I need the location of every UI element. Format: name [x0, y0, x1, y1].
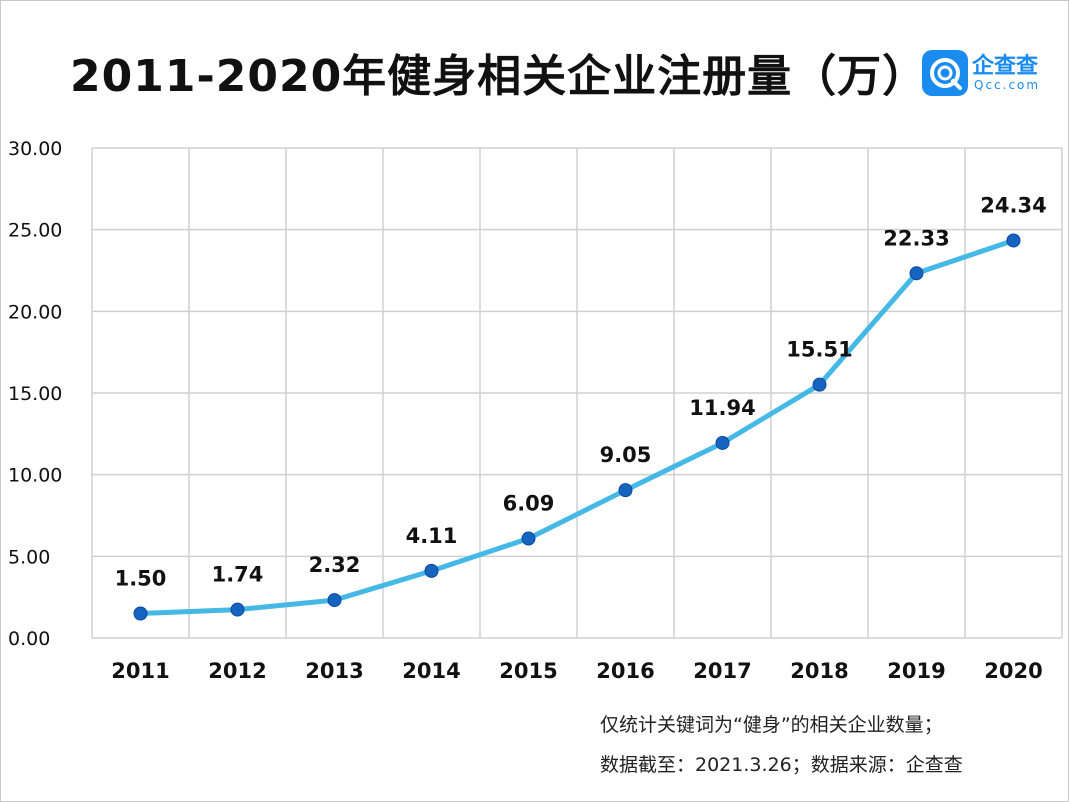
series-polyline [138, 237, 1016, 616]
grid-lines [91, 147, 1063, 639]
y-tick-label: 30.00 [8, 138, 62, 160]
x-tick-label: 2013 [305, 659, 363, 683]
data-labels: 1.50 1.74 2.32 4.11 6.09 9.05 11.94 15.51 22.33 2… [115, 193, 1047, 590]
data-label: 4.11 [406, 524, 458, 548]
data-point [521, 531, 536, 546]
data-label: 6.09 [503, 492, 555, 516]
qcc-logo-icon [922, 50, 968, 96]
y-tick-label: 25.00 [8, 220, 62, 242]
x-tick-label: 2011 [111, 659, 169, 683]
y-tick-label: 15.00 [8, 383, 62, 405]
data-label: 11.94 [689, 396, 755, 420]
footnote-scope: 仅统计关键词为“健身”的相关企业数量； [600, 714, 943, 736]
x-tick-label: 2020 [984, 659, 1042, 683]
brand-url: Qcc.com [974, 78, 1041, 92]
y-tick-label: 5.00 [8, 546, 50, 568]
data-label: 2.32 [309, 553, 361, 577]
data-point [1006, 233, 1021, 248]
data-point [133, 606, 148, 621]
x-tick-label: 2019 [887, 659, 945, 683]
data-label: 1.50 [115, 567, 167, 591]
data-point [327, 593, 342, 608]
x-tick-label: 2016 [596, 659, 654, 683]
series-line [138, 237, 1016, 616]
x-axis-labels: 2011 2012 2013 2014 2015 2016 2017 2018 2019 2020 [111, 659, 1042, 683]
y-axis-labels: 0.00 5.00 10.00 15.00 20.00 25.00 30.00 [8, 138, 62, 650]
data-label: 24.34 [980, 193, 1046, 217]
x-tick-label: 2018 [790, 659, 848, 683]
x-tick-label: 2015 [499, 659, 557, 683]
data-label: 15.51 [786, 338, 852, 362]
x-tick-label: 2012 [208, 659, 266, 683]
data-point [715, 435, 730, 450]
data-point [812, 377, 827, 392]
data-point [909, 266, 924, 281]
data-point [618, 483, 633, 498]
data-label: 9.05 [600, 443, 652, 467]
chart-title: 2011-2020年健身相关企业注册量（万） [70, 51, 928, 102]
brand-name: 企查查 [972, 54, 1039, 79]
footnote-source: 数据截至：2021.3.26；数据来源：企查查 [600, 754, 963, 776]
data-point [424, 563, 439, 578]
x-tick-label: 2014 [402, 659, 460, 683]
y-tick-label: 0.00 [8, 628, 50, 650]
data-point [230, 602, 245, 617]
data-label: 22.33 [883, 226, 949, 250]
x-tick-label: 2017 [693, 659, 751, 683]
y-tick-label: 10.00 [8, 465, 62, 487]
data-markers [133, 233, 1021, 621]
y-tick-label: 20.00 [8, 301, 62, 323]
data-label: 1.74 [212, 563, 264, 587]
